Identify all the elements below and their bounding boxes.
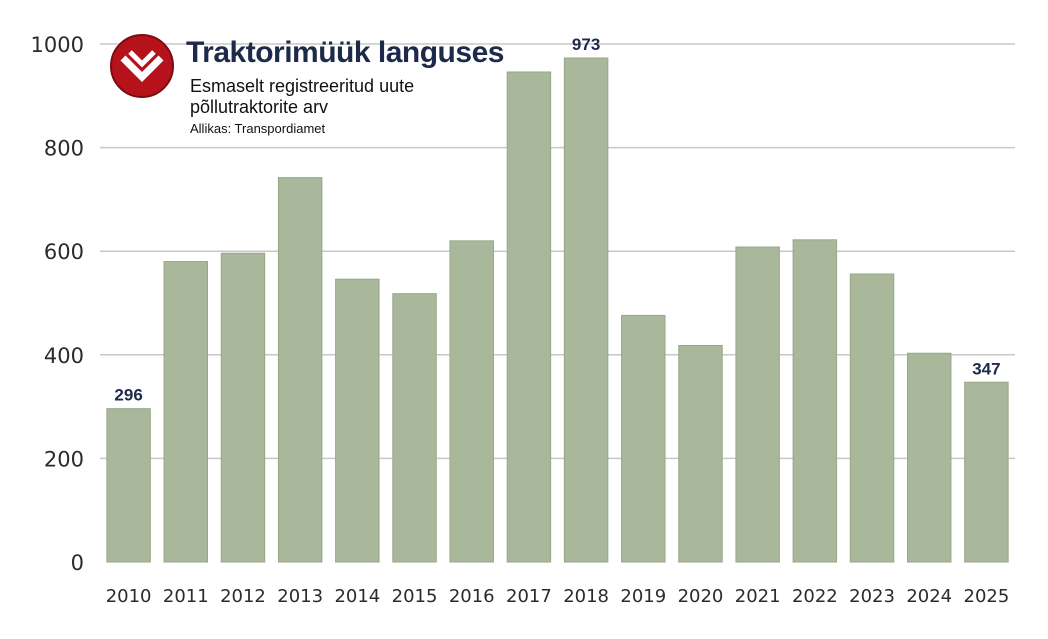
data-label-2010: 296 — [114, 386, 142, 405]
x-tick-label: 2011 — [163, 586, 209, 607]
x-tick-label: 2024 — [906, 586, 952, 607]
bar-2013 — [277, 177, 323, 563]
publisher-logo-icon — [110, 34, 174, 98]
data-label-2018: 973 — [572, 35, 600, 54]
x-tick-label: 2010 — [106, 586, 152, 607]
bar-2010 — [106, 408, 151, 563]
y-axis-ticks: 0 200 400 600 800 1000 — [31, 33, 84, 575]
bar-2015 — [392, 293, 437, 563]
bar-2018 — [563, 57, 609, 563]
chart-title: Traktorimüük languses — [186, 36, 504, 69]
bar-2011 — [163, 261, 209, 563]
bar-2019 — [621, 314, 666, 563]
x-tick-label: 2013 — [277, 586, 323, 607]
bar-2024 — [906, 352, 952, 563]
y-tick-label: 200 — [44, 447, 84, 471]
x-tick-label: 2022 — [792, 586, 838, 607]
y-tick-label: 800 — [44, 137, 84, 161]
y-tick-label: 1000 — [31, 33, 84, 57]
y-tick-label: 400 — [44, 344, 84, 368]
bars — [106, 57, 1009, 563]
bar-2020 — [678, 344, 723, 563]
bar-2022 — [792, 239, 838, 563]
x-tick-label: 2018 — [563, 586, 609, 607]
bar-2021 — [735, 246, 780, 563]
x-tick-label: 2019 — [620, 586, 666, 607]
x-tick-label: 2023 — [849, 586, 895, 607]
x-tick-label: 2021 — [735, 586, 781, 607]
bar-2016 — [449, 240, 494, 563]
x-tick-label: 2020 — [678, 586, 724, 607]
bar-2017 — [506, 71, 552, 563]
x-axis-ticks: 2010 2011 2012 2013 2014 2015 2016 2017 2018 2019… — [106, 586, 1010, 607]
bar-2023 — [849, 273, 895, 563]
x-tick-label: 2014 — [334, 586, 380, 607]
chart-subtitle: Esmaselt registreeritud uute põllutrakto… — [190, 76, 415, 117]
bar-2025 — [964, 381, 1009, 563]
x-tick-label: 2012 — [220, 586, 266, 607]
bar-2012 — [220, 252, 266, 563]
bar-2014 — [335, 278, 380, 563]
data-labels: 296 973 347 — [114, 35, 1000, 405]
x-tick-label: 2016 — [449, 586, 495, 607]
data-label-2025: 347 — [972, 359, 1000, 378]
x-tick-label: 2025 — [964, 586, 1010, 607]
chart-source: Allikas: Transpordiamet — [190, 121, 326, 136]
x-tick-label: 2017 — [506, 586, 552, 607]
y-tick-label: 0 — [71, 551, 84, 575]
y-tick-label: 600 — [44, 240, 84, 264]
x-tick-label: 2015 — [392, 586, 438, 607]
